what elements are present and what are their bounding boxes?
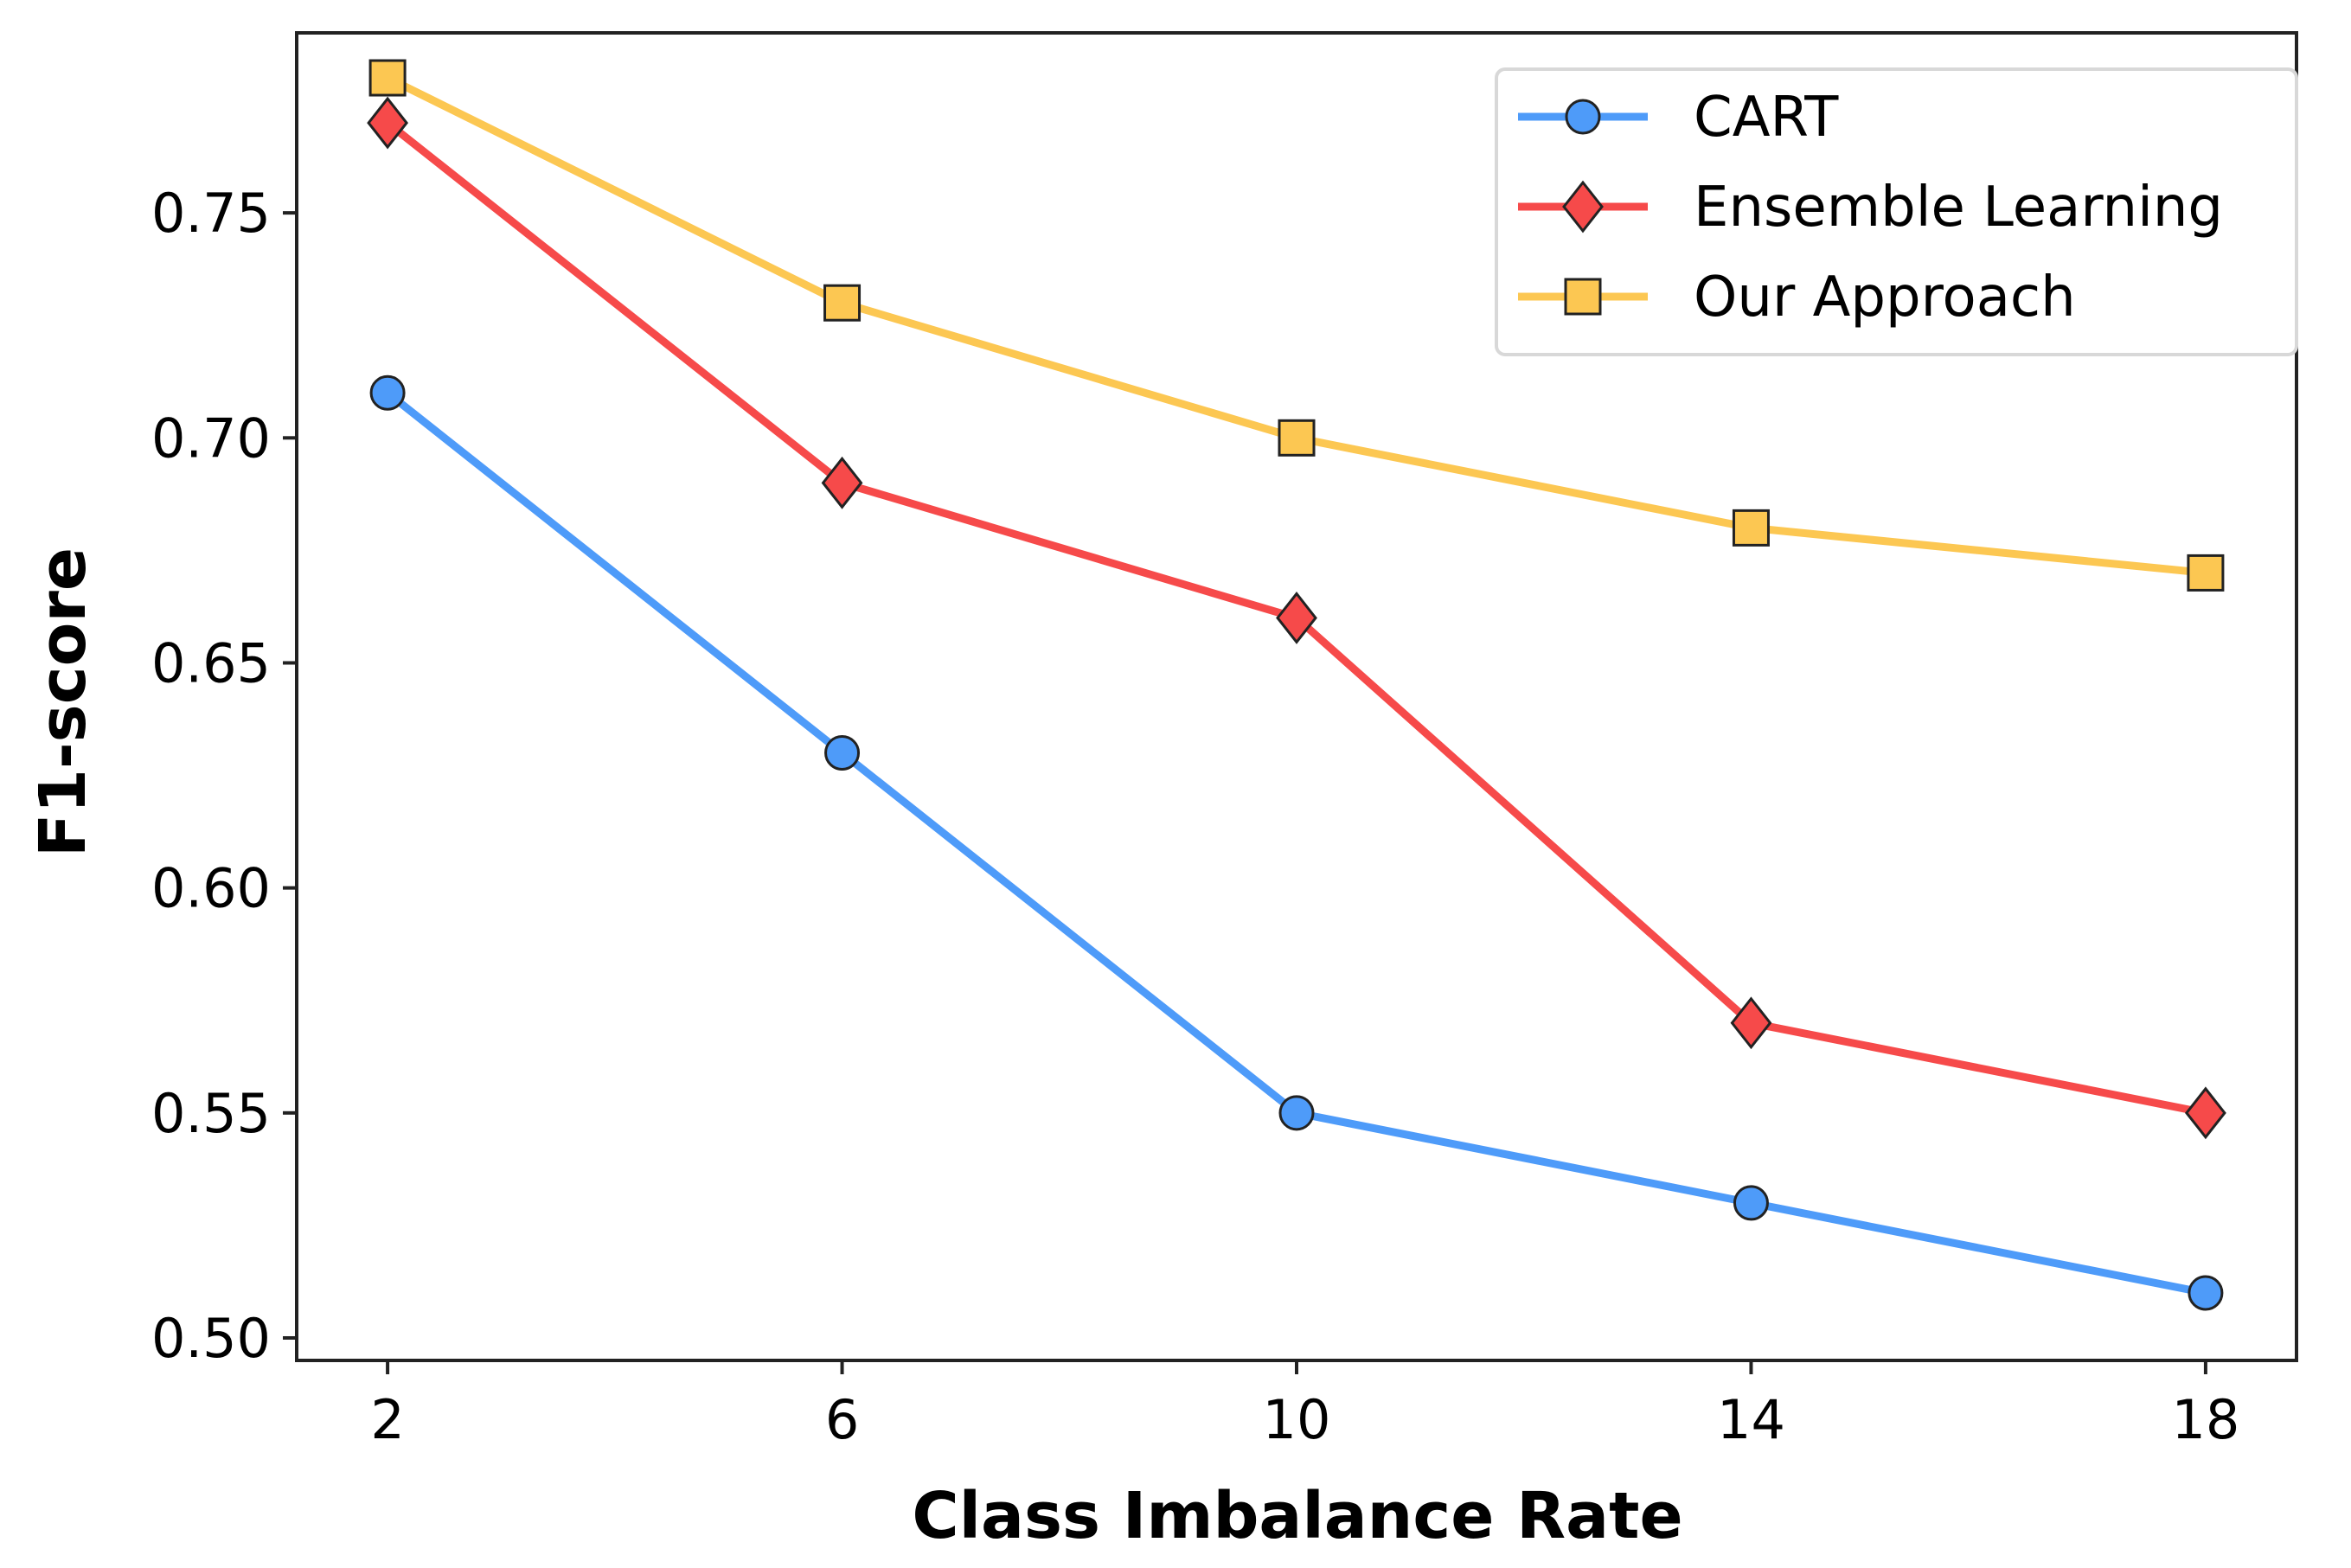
legend-label: Ensemble Learning bbox=[1694, 176, 2223, 240]
legend-marker-diamond-icon bbox=[1562, 180, 1604, 234]
y-axis-label: F1-score bbox=[26, 547, 100, 857]
legend-label: Our Approach bbox=[1694, 266, 2076, 330]
y-axis: 0.50 0.55 0.60 0.65 0.70 0.75 bbox=[151, 182, 297, 1370]
legend-box bbox=[1495, 67, 2298, 356]
x-tick-label: 14 bbox=[1717, 1388, 1785, 1451]
data-point-our-approach bbox=[2187, 554, 2225, 592]
data-point-cart bbox=[1278, 1095, 1315, 1131]
data-point-cart bbox=[1733, 1185, 1769, 1221]
data-point-our-approach bbox=[368, 59, 407, 97]
legend: CART Ensemble Learning Our Approach bbox=[1495, 67, 2298, 356]
x-tick-label: 18 bbox=[2171, 1388, 2239, 1451]
data-point-ensemble-learning bbox=[1730, 996, 1772, 1050]
data-point-ensemble-learning bbox=[821, 456, 863, 509]
data-point-our-approach bbox=[823, 284, 862, 322]
data-point-ensemble-learning bbox=[2185, 1086, 2226, 1140]
series-cart bbox=[369, 374, 2224, 1311]
plot-area bbox=[367, 59, 2226, 1311]
legend-label: CART bbox=[1694, 86, 1839, 150]
data-point-cart bbox=[824, 735, 861, 771]
x-tick-label: 10 bbox=[1263, 1388, 1331, 1451]
legend-item-our-approach: Our Approach bbox=[1518, 266, 2076, 330]
data-point-ensemble-learning bbox=[367, 96, 408, 150]
x-tick-label: 6 bbox=[825, 1388, 859, 1451]
y-tick-label: 0.50 bbox=[151, 1307, 271, 1370]
y-tick-label: 0.65 bbox=[151, 631, 271, 694]
series-ensemble-learning bbox=[367, 96, 2226, 1140]
y-tick-label: 0.55 bbox=[151, 1082, 271, 1145]
y-tick-label: 0.70 bbox=[151, 406, 271, 470]
legend-marker-square-icon bbox=[1564, 278, 1602, 316]
data-point-our-approach bbox=[1732, 509, 1770, 547]
y-tick-label: 0.60 bbox=[151, 857, 271, 920]
x-axis: 2 6 10 14 18 bbox=[370, 1360, 2239, 1451]
x-axis-label: Class Imbalance Rate bbox=[912, 1479, 1682, 1553]
legend-item-cart: CART bbox=[1518, 86, 1839, 150]
data-point-cart bbox=[369, 374, 406, 411]
data-point-cart bbox=[2188, 1275, 2224, 1311]
y-tick-label: 0.75 bbox=[151, 182, 271, 245]
data-point-our-approach bbox=[1278, 419, 1316, 457]
series-our-approach bbox=[368, 59, 2225, 592]
legend-item-ensemble-learning: Ensemble Learning bbox=[1518, 176, 2223, 240]
legend-marker-circle-icon bbox=[1565, 99, 1601, 135]
data-point-ensemble-learning bbox=[1276, 592, 1317, 644]
series-line-cart bbox=[385, 389, 2207, 1297]
x-tick-label: 2 bbox=[370, 1388, 404, 1451]
